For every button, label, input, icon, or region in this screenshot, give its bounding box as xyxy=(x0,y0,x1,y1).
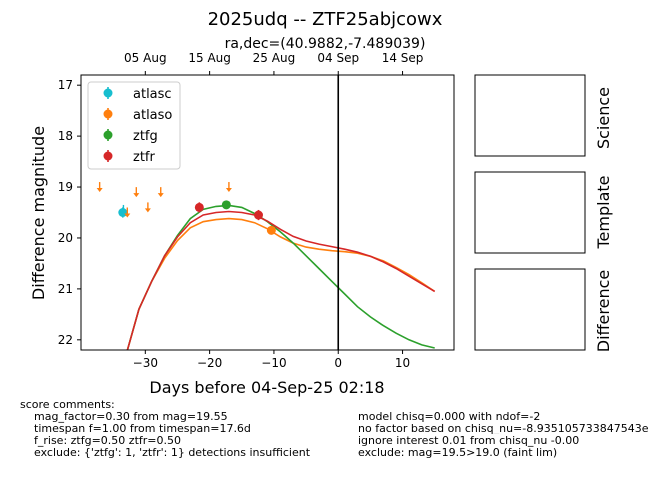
legend-marker-ztfg xyxy=(103,130,113,140)
upper-limit-arrow-atlaso-3 xyxy=(144,208,151,213)
comment-right-2: no factor based on chisq_nu=-8.935105733… xyxy=(358,423,649,434)
difference-panel: Difference xyxy=(474,268,613,352)
legend-label-atlaso: atlaso xyxy=(133,108,172,123)
science-image-box xyxy=(474,74,586,157)
comment-left-1: mag_factor=0.30 from mag=19.55 xyxy=(34,410,228,423)
chart-title: 2025udq -- ZTF25abjcowx xyxy=(208,9,443,30)
comment-left-4: exclude: {'ztfg': 1, 'ztfr': 1} detectio… xyxy=(34,446,311,459)
model-curve-ztfr xyxy=(126,210,436,350)
point-atlaso-0 xyxy=(266,225,276,235)
x-tick-label: 10 xyxy=(395,356,410,370)
legend-label-ztfr: ztfr xyxy=(133,150,155,165)
upper-limit-arrow-atlaso-1 xyxy=(124,213,131,218)
point-ztfr-0 xyxy=(194,202,204,212)
upper-limit-arrow-atlaso-4 xyxy=(157,193,164,198)
upper-limit-arrow-atlasc-0 xyxy=(120,210,127,215)
legend-marker-atlasc xyxy=(103,88,113,98)
top-tick-label: 14 Sep xyxy=(382,51,424,65)
legend-label-atlasc: atlasc xyxy=(133,87,172,102)
difference-label: Difference xyxy=(594,270,613,352)
upper-limit-arrow-atlaso-5 xyxy=(225,188,232,193)
legend-marker-ztfr xyxy=(103,151,113,161)
y-tick-label: 17 xyxy=(58,78,73,92)
legend-label-ztfg: ztfg xyxy=(133,129,158,144)
top-tick-label: 15 Aug xyxy=(188,51,231,65)
comment-left-2: timespan f=1.00 from timespan=17.6d xyxy=(34,422,251,435)
y-tick-label: 21 xyxy=(58,282,73,296)
point-ztfr-1 xyxy=(253,210,263,220)
science-panel: Science xyxy=(474,74,613,157)
y-tick-label: 20 xyxy=(58,231,73,245)
comment-left-3: f_rise: ztfg=0.50 ztfr=0.50 xyxy=(34,434,181,447)
science-label: Science xyxy=(594,87,613,149)
x-tick-label: −20 xyxy=(197,356,222,370)
model-curve-atlaso xyxy=(126,217,436,350)
y-tick-label: 19 xyxy=(58,180,73,194)
template-panel: Template xyxy=(474,171,613,254)
top-tick-label: 04 Sep xyxy=(317,51,359,65)
chart-subtitle: ra,dec=(40.9882,-7.489039) xyxy=(225,36,426,52)
plot-area: −30 −20 −10 0 10 17 18 19 20 21 22 05 Aug 15 Aug 25 A… xyxy=(58,51,455,370)
comment-right-1: model chisq=0.000 with ndof=-2 xyxy=(358,410,541,423)
legend-box xyxy=(87,81,181,170)
comment-right-3: ignore interest 0.01 from chisq_nu -0.00 xyxy=(358,434,580,447)
x-tick-label: −10 xyxy=(261,356,286,370)
comments-header: score comments: xyxy=(20,398,115,411)
comment-right-4: exclude: mag=19.5>19.0 (faint lim) xyxy=(358,446,558,459)
x-tick-label: −30 xyxy=(133,356,158,370)
x-axis-label: Days before 04-Sep-25 02:18 xyxy=(149,378,384,397)
template-image-box xyxy=(474,171,586,254)
point-ztfg-0 xyxy=(221,200,231,210)
legend-marker-atlaso xyxy=(103,109,113,119)
legend: atlasc atlaso ztfg ztfr xyxy=(87,81,181,170)
model-curve-ztfg xyxy=(126,204,435,350)
plot-frame xyxy=(80,74,455,351)
upper-limit-arrow-atlaso-2 xyxy=(133,193,140,198)
y-tick-label: 22 xyxy=(58,333,73,347)
x-tick-label: 0 xyxy=(334,356,342,370)
top-tick-label: 25 Aug xyxy=(253,51,296,65)
difference-image-box xyxy=(474,268,586,351)
template-label: Template xyxy=(594,175,613,249)
top-tick-label: 05 Aug xyxy=(124,51,167,65)
upper-limit-arrow-atlaso-0 xyxy=(96,188,103,193)
y-axis-label: Difference magnitude xyxy=(29,126,48,300)
y-tick-label: 18 xyxy=(58,129,73,143)
